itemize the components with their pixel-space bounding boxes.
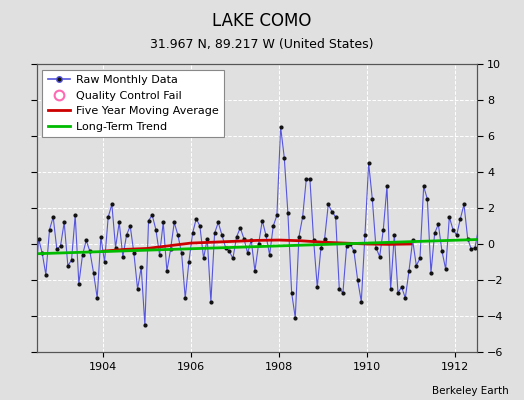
Text: Berkeley Earth: Berkeley Earth — [432, 386, 508, 396]
Y-axis label: Temperature Anomaly (°C): Temperature Anomaly (°C) — [523, 134, 524, 282]
Text: LAKE COMO: LAKE COMO — [212, 12, 312, 30]
Legend: Raw Monthly Data, Quality Control Fail, Five Year Moving Average, Long-Term Tren: Raw Monthly Data, Quality Control Fail, … — [42, 70, 224, 137]
Text: 31.967 N, 89.217 W (United States): 31.967 N, 89.217 W (United States) — [150, 38, 374, 51]
